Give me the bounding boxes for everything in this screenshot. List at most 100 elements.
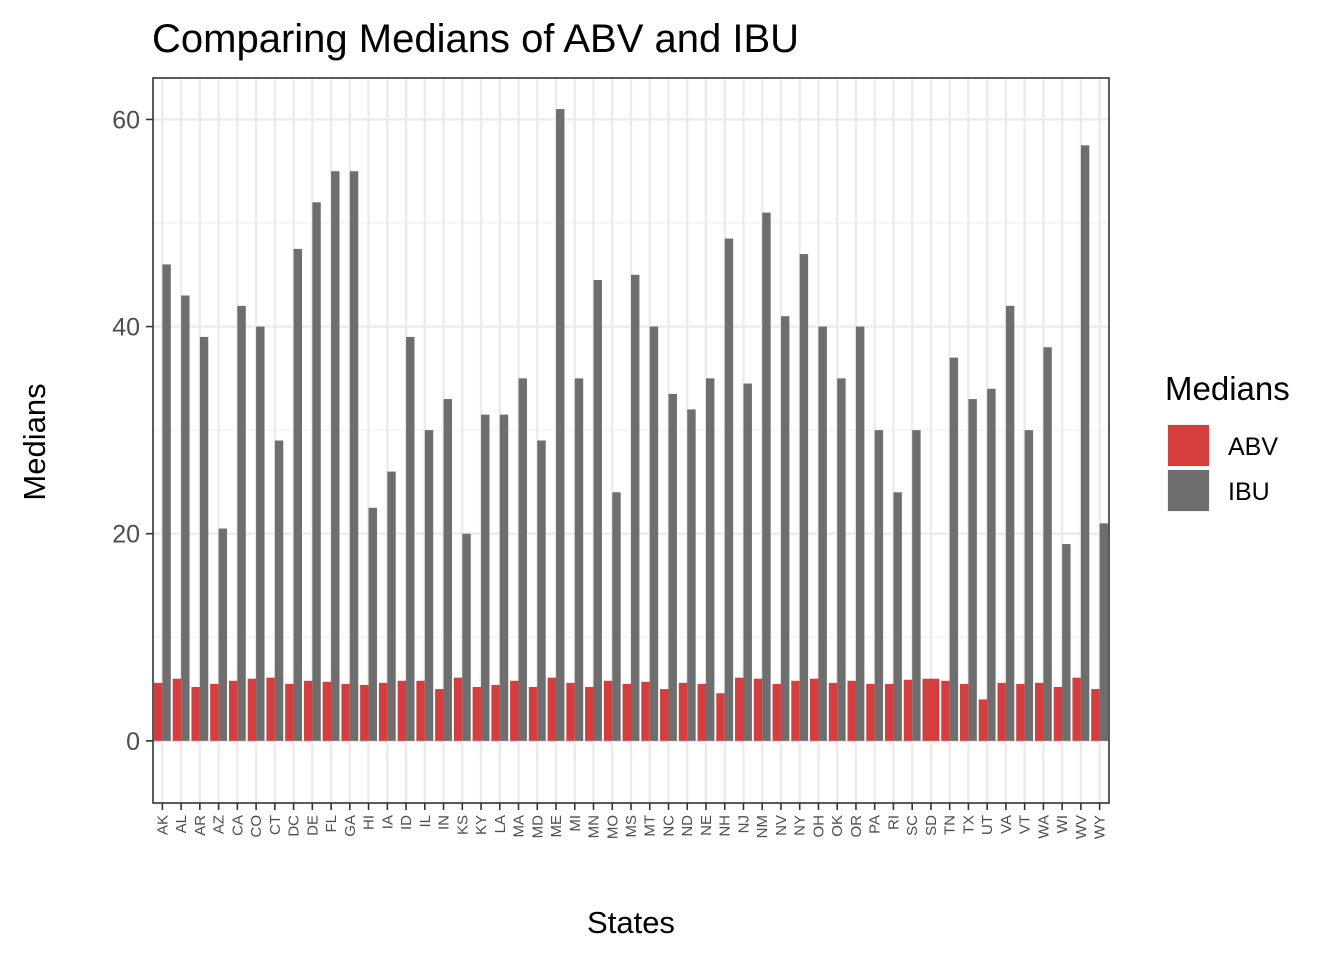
bar-abv-ny — [791, 680, 800, 741]
x-tick-label: MI — [567, 815, 584, 832]
bar-abv-ct — [266, 677, 275, 741]
bar-ibu-mi — [574, 378, 584, 741]
bar-ibu-wi — [1062, 544, 1071, 741]
x-tick-label: NV — [773, 815, 790, 836]
bar-ibu-nd — [687, 409, 696, 741]
bar-abv-id — [397, 680, 407, 741]
x-tick-label: FL — [323, 815, 340, 833]
bar-ibu-ny — [799, 254, 809, 741]
x-tick-label: KY — [473, 815, 490, 835]
bar-ibu-dc — [293, 248, 303, 741]
bar-abv-wy — [1091, 689, 1100, 741]
bar-abv-mn — [585, 687, 594, 741]
x-tick-label: CO — [248, 815, 265, 838]
bar-abv-vt — [1016, 683, 1025, 741]
x-tick-label: ME — [548, 815, 565, 838]
x-tick-label: WV — [1073, 815, 1090, 839]
x-tick-label: MA — [511, 815, 528, 838]
bar-ibu-or — [855, 326, 865, 741]
x-tick-label: MT — [642, 815, 659, 837]
bar-ibu-oh — [818, 326, 827, 741]
bar-abv-il — [416, 680, 425, 741]
bar-abv-nj — [735, 677, 744, 741]
x-tick-label: ID — [398, 815, 415, 830]
x-axis-title: States — [587, 905, 675, 940]
x-tick-label: VT — [1017, 815, 1034, 834]
legend-title: Medians — [1165, 370, 1290, 407]
bar-abv-dc — [285, 683, 294, 741]
x-tick-label: IN — [436, 815, 453, 830]
x-tick-label: OK — [829, 815, 846, 837]
bar-ibu-de — [312, 202, 321, 741]
legend-label-ibu: IBU — [1228, 478, 1270, 506]
bar-abv-ms — [622, 683, 631, 741]
x-tick-label: LA — [492, 815, 509, 833]
bar-abv-ky — [472, 687, 482, 741]
bar-ibu-ca — [237, 305, 246, 741]
bar-abv-ar — [191, 687, 200, 741]
x-tick-label: MN — [586, 815, 603, 838]
x-tick-label: MO — [604, 815, 621, 839]
bar-ibu-ga — [349, 171, 359, 741]
x-tick-label: WA — [1035, 815, 1052, 839]
bar-ibu-ri — [893, 492, 902, 741]
x-tick-label: OH — [810, 815, 827, 838]
x-tick-label: ND — [679, 815, 696, 837]
bar-abv-ne — [697, 683, 706, 741]
bar-ibu-il — [424, 430, 434, 741]
bar-abv-sd — [922, 678, 940, 741]
bar-abv-tx — [959, 683, 969, 741]
bar-abv-ri — [884, 683, 894, 741]
bar-abv-ok — [828, 682, 838, 741]
y-tick-label: 20 — [112, 521, 140, 549]
x-tick-label: HI — [361, 815, 378, 830]
bar-ibu-ut — [987, 388, 996, 741]
bar-abv-mt — [641, 681, 650, 741]
x-tick-label: OR — [848, 815, 865, 838]
bar-ibu-ak — [162, 264, 171, 741]
x-tick-label: GA — [342, 815, 359, 837]
x-tick-label: CT — [267, 815, 284, 835]
bar-ibu-ct — [274, 440, 284, 741]
bar-abv-de — [303, 680, 313, 741]
bar-abv-mi — [566, 682, 575, 741]
bar-ibu-wy — [1099, 523, 1109, 741]
bar-ibu-me — [556, 109, 565, 741]
y-tick-label: 0 — [126, 728, 140, 756]
bar-ibu-id — [406, 336, 415, 741]
bar-ibu-ks — [462, 533, 471, 741]
bar-abv-ak — [153, 682, 163, 741]
x-tick-label: NH — [717, 815, 734, 837]
bar-ibu-pa — [874, 430, 884, 741]
bar-ibu-al — [181, 295, 190, 741]
bar-abv-mo — [603, 680, 613, 741]
bar-ibu-ms — [631, 274, 640, 741]
x-tick-label: PA — [867, 815, 884, 834]
bar-ibu-tn — [949, 357, 959, 741]
x-tick-label: IL — [417, 815, 434, 828]
x-tick-label: TX — [960, 815, 977, 834]
bar-abv-sc — [903, 679, 913, 741]
bar-ibu-tx — [968, 399, 977, 741]
bar-abv-wv — [1072, 677, 1081, 741]
bar-ibu-nj — [743, 383, 752, 741]
bar-abv-ga — [341, 683, 350, 741]
x-tick-label: VA — [998, 815, 1015, 834]
bar-ibu-ne — [705, 378, 715, 741]
bar-abv-fl — [322, 681, 332, 741]
bar-abv-ma — [510, 680, 519, 741]
bar-ibu-co — [256, 326, 265, 741]
bar-ibu-mn — [593, 279, 602, 741]
x-tick-label: NM — [754, 815, 771, 838]
y-axis-title: Medians — [17, 383, 52, 500]
bar-ibu-ky — [481, 414, 490, 741]
x-tick-label: NY — [792, 815, 809, 836]
bar-abv-nd — [678, 682, 688, 741]
bar-abv-in — [435, 689, 444, 741]
bar-abv-al — [172, 678, 182, 741]
x-tick-label: NJ — [735, 815, 752, 833]
x-tick-label: WI — [1054, 815, 1071, 833]
bar-ibu-ar — [199, 336, 209, 741]
x-tick-label: TN — [942, 815, 959, 835]
